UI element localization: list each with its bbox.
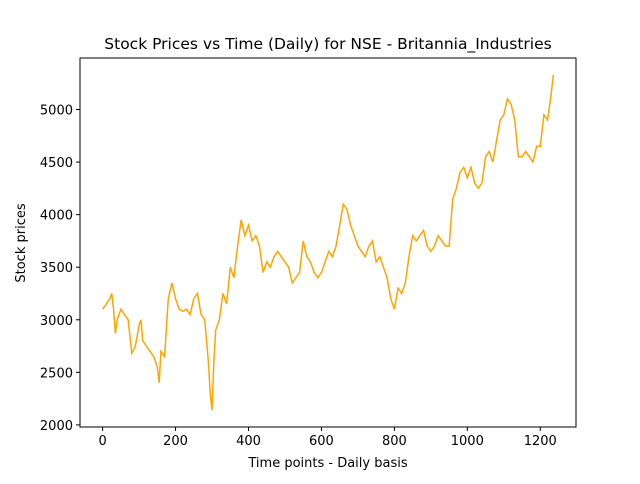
y-tick-label: 2500 <box>40 366 73 381</box>
x-tick-label: 600 <box>309 434 334 449</box>
x-tick-label: 0 <box>98 434 106 449</box>
plot-frame <box>79 57 577 428</box>
x-tick-label: 1000 <box>451 434 484 449</box>
y-axis-label: Stock prices <box>14 203 29 282</box>
y-tick-label: 4500 <box>40 156 73 171</box>
y-tick-label: 5000 <box>40 104 73 119</box>
x-tick-label: 800 <box>382 434 407 449</box>
y-tick-label: 3500 <box>40 261 73 276</box>
x-axis-label: Time points - Daily basis <box>247 456 407 471</box>
x-tick-label: 400 <box>236 434 261 449</box>
data-line <box>101 74 555 411</box>
y-tick-label: 4000 <box>40 209 73 224</box>
x-tick-label: 1200 <box>524 434 557 449</box>
y-tick-label: 3000 <box>40 314 73 329</box>
x-tick-label: 200 <box>163 434 188 449</box>
y-tick-label: 2000 <box>40 419 73 434</box>
chart-title: Stock Prices vs Time (Daily) for NSE - B… <box>104 35 551 54</box>
